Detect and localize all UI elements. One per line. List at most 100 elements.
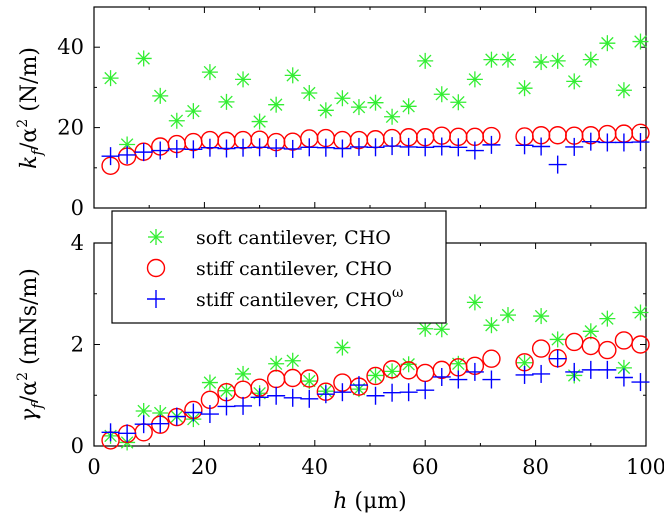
bottom-plus-point xyxy=(134,415,153,434)
top-asterisk-point xyxy=(417,52,434,69)
top-asterisk-point xyxy=(549,52,566,69)
bottom-plus-point xyxy=(167,407,186,426)
top-plus-point xyxy=(399,137,418,156)
top-asterisk-point xyxy=(500,51,516,68)
bottom-y-axis-label: γf/α2 (mNs/m) xyxy=(15,268,46,422)
x-tick-label: 40 xyxy=(301,455,328,479)
top-plus-point xyxy=(234,138,253,157)
bottom-circle-point xyxy=(565,332,584,352)
bottom-plus-point xyxy=(581,360,600,379)
bottom-plus-point xyxy=(333,383,352,402)
top-plus-point xyxy=(598,133,617,152)
bottom-circle-point xyxy=(416,363,435,383)
top-asterisk-point xyxy=(384,108,401,125)
top-plus-point xyxy=(366,138,385,157)
bottom-asterisk-point xyxy=(466,294,483,311)
top-asterisk-point xyxy=(350,99,367,116)
bottom-plus-point xyxy=(383,383,402,402)
legend-marker-circle xyxy=(146,258,166,278)
top-plus-point xyxy=(200,138,219,157)
bottom-plus-point xyxy=(416,381,435,400)
top-asterisk-point xyxy=(334,90,351,107)
top-plus-point xyxy=(151,141,170,160)
bottom-y-tick-label: 0 xyxy=(71,434,84,458)
legend: soft cantilever, CHO stiff cantilever, C… xyxy=(111,210,447,324)
bottom-plus-point xyxy=(234,396,253,415)
bottom-circle-point xyxy=(581,336,600,356)
bottom-plus-point xyxy=(432,367,451,386)
bottom-plus-point xyxy=(118,424,137,443)
bottom-circle-point xyxy=(614,331,634,350)
top-plus-point xyxy=(167,139,186,158)
top-asterisk-point xyxy=(218,93,235,110)
top-plus-point xyxy=(118,145,137,164)
bottom-circle-point xyxy=(300,369,319,388)
top-plus-point xyxy=(416,138,435,157)
top-plus-point xyxy=(217,139,236,158)
bottom-asterisk-point xyxy=(235,365,252,382)
bottom-asterisk-point xyxy=(218,382,235,399)
legend-box xyxy=(111,210,447,324)
top-plus-point xyxy=(300,138,319,157)
bottom-plus-point xyxy=(465,362,484,381)
bottom-plus-point xyxy=(449,370,468,389)
top-y-tick-label: 0 xyxy=(71,196,84,220)
bottom-asterisk-point xyxy=(367,367,384,384)
bottom-asterisk-point xyxy=(284,352,301,369)
x-tick-label: 20 xyxy=(191,455,218,479)
top-asterisk-point xyxy=(582,51,599,68)
top-plus-point xyxy=(515,136,534,155)
bottom-circle-point xyxy=(233,380,253,399)
top-asterisk-point xyxy=(185,103,202,120)
top-asterisk-point xyxy=(301,85,318,102)
x-tick-label: 0 xyxy=(87,455,100,479)
bottom-plus-point xyxy=(101,423,120,442)
top-plus-point xyxy=(581,132,600,151)
top-asterisk-point xyxy=(533,54,550,71)
bottom-asterisk-point xyxy=(599,310,616,327)
bottom-asterisk-point xyxy=(500,307,516,324)
bottom-plus-point xyxy=(250,388,269,407)
top-plus-point xyxy=(134,143,153,162)
bottom-asterisk-point xyxy=(201,374,218,391)
top-plus-point xyxy=(250,138,269,157)
bottom-asterisk-point xyxy=(483,317,500,334)
top-asterisk-point xyxy=(284,67,301,84)
bottom-plus-point xyxy=(532,364,551,383)
bottom-asterisk-point xyxy=(549,331,566,348)
top-y-tick-label: 40 xyxy=(57,35,84,59)
bottom-circle-point xyxy=(631,335,650,354)
top-asterisk-point xyxy=(135,50,152,67)
bottom-plus-point xyxy=(482,370,501,389)
bottom-plus-point xyxy=(349,376,368,395)
top-asterisk-point xyxy=(466,71,483,88)
top-asterisk-point xyxy=(632,33,649,50)
top-asterisk-point xyxy=(317,102,334,119)
bottom-plus-point xyxy=(316,385,335,404)
bottom-plus-point xyxy=(184,403,203,422)
top-asterisk-point xyxy=(201,64,218,81)
bottom-asterisk-point xyxy=(135,402,152,419)
top-plus-point xyxy=(565,137,584,156)
top-plus-point xyxy=(349,137,368,156)
legend-label-stiff-cho: stiff cantilever, CHO xyxy=(196,258,392,280)
bottom-asterisk-point xyxy=(582,323,599,340)
bottom-asterisk-point xyxy=(433,321,450,338)
top-asterisk-point xyxy=(566,73,583,90)
top-plus-point xyxy=(383,137,402,156)
top-plus-point xyxy=(267,139,286,158)
top-plus-point xyxy=(614,133,633,152)
x-axis-label: h (μm) xyxy=(333,489,407,514)
top-plus-point xyxy=(283,139,302,158)
top-circle-point xyxy=(548,126,567,145)
legend-marker-plus xyxy=(147,290,165,308)
bottom-circle-point xyxy=(482,349,501,368)
top-plus-point xyxy=(101,147,120,166)
bottom-asterisk-point xyxy=(301,373,318,390)
top-plus-point xyxy=(532,137,551,156)
x-tick-label: 80 xyxy=(522,455,549,479)
bottom-circle-point xyxy=(531,339,551,358)
top-asterisk-point xyxy=(268,96,285,113)
bottom-y-tick-label: 2 xyxy=(71,333,84,357)
legend-marker-asterisk xyxy=(148,229,164,245)
